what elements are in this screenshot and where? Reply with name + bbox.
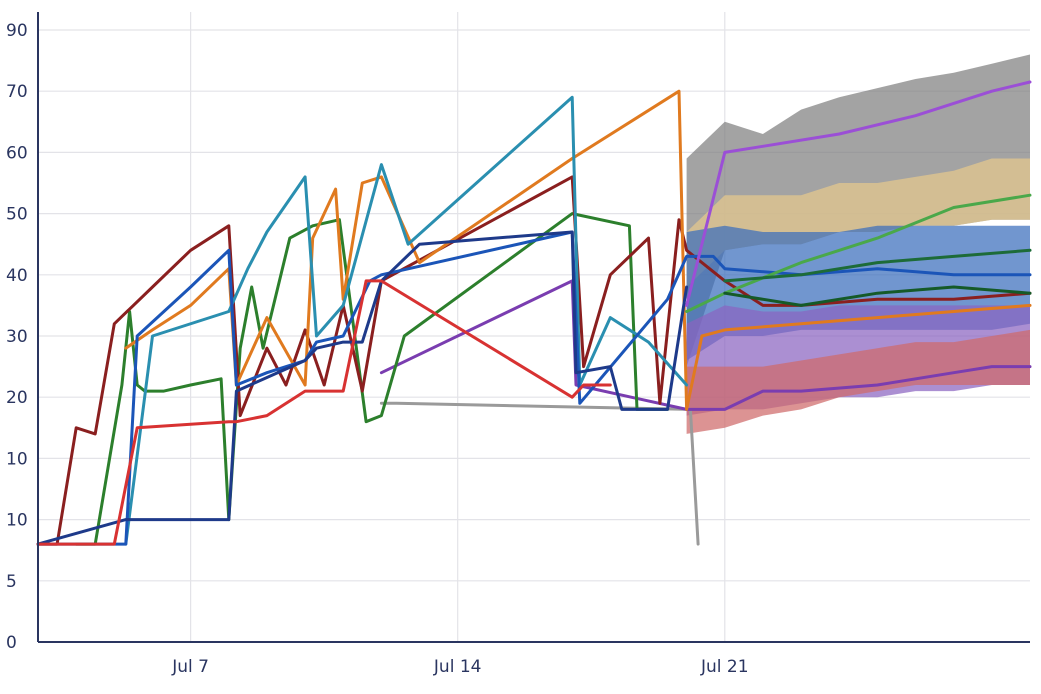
axes <box>37 12 1030 643</box>
series-line <box>36 230 1032 546</box>
series-line <box>36 279 612 546</box>
x-tick-label: Jul 21 <box>700 657 749 677</box>
series-line <box>723 285 1032 307</box>
y-tick-label: 10 <box>6 511 28 531</box>
y-tick-label: 60 <box>6 143 28 163</box>
x-tick-labels: Jul 7 Jul 14 Jul 21 <box>171 657 748 677</box>
y-tick-label: 40 <box>6 266 28 286</box>
y-tick-label: 70 <box>6 82 28 102</box>
y-tick-label: 5 <box>6 572 17 592</box>
series-line <box>685 80 1032 307</box>
x-tick-label: Jul 7 <box>171 657 209 677</box>
series-line <box>723 248 1032 283</box>
series-lines <box>36 80 1032 546</box>
y-tick-label: 20 <box>6 388 28 408</box>
x-tick-label: Jul 14 <box>433 657 482 677</box>
series-line <box>124 95 689 546</box>
series-line <box>36 230 689 546</box>
y-tick-label: 90 <box>6 21 28 41</box>
y-tick-labels: 0 5 10 10 20 30 40 50 60 70 90 <box>6 21 28 653</box>
y-tick-label: 0 <box>6 633 17 653</box>
forecast-band <box>686 158 1030 287</box>
series-line <box>379 401 700 546</box>
y-tick-label: 10 <box>6 449 28 469</box>
y-tick-label: 50 <box>6 205 28 225</box>
forecast-band <box>686 329 1030 434</box>
series-line <box>685 193 1032 313</box>
y-tick-label: 30 <box>6 327 28 347</box>
